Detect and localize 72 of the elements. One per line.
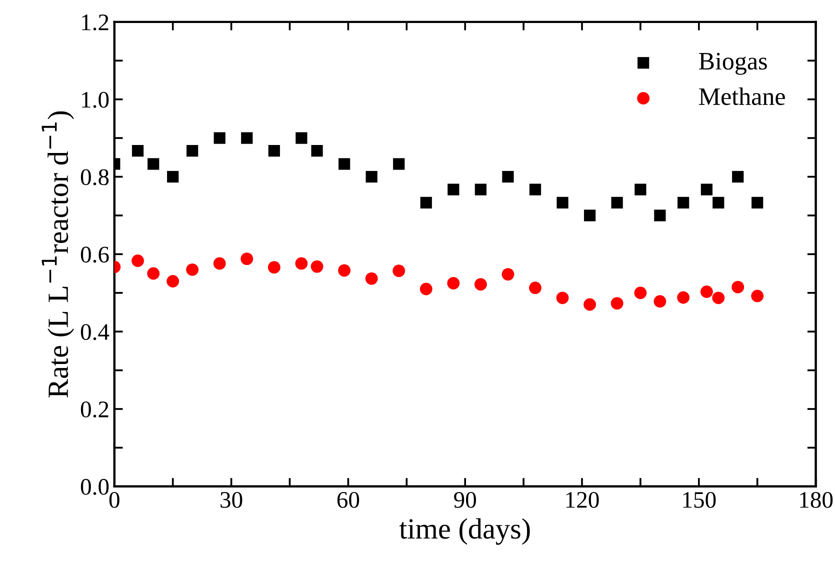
x-tick-label: 0	[109, 492, 120, 508]
point	[268, 261, 280, 274]
point	[700, 286, 713, 298]
point	[420, 282, 432, 296]
legend-label: Methane	[699, 87, 785, 106]
point	[732, 170, 744, 183]
point	[529, 282, 542, 294]
point	[700, 184, 712, 196]
x-tick-label: 60	[337, 492, 360, 508]
point	[677, 291, 690, 304]
point	[634, 184, 646, 196]
point	[420, 196, 432, 208]
point	[712, 292, 725, 304]
point	[678, 196, 690, 208]
point	[634, 286, 647, 300]
point	[186, 263, 199, 276]
point	[732, 280, 744, 294]
point	[296, 132, 308, 144]
point	[610, 297, 624, 310]
y-tick-label: 0.6	[80, 246, 109, 263]
point	[147, 267, 160, 280]
point	[311, 145, 323, 157]
point	[611, 196, 623, 208]
y-tick-label: 0.2	[80, 401, 108, 418]
point	[213, 257, 226, 270]
point	[132, 145, 144, 157]
point	[295, 257, 308, 270]
point	[186, 145, 198, 157]
point	[502, 170, 514, 183]
point	[132, 254, 144, 267]
point	[752, 196, 764, 208]
point	[654, 210, 666, 222]
point	[474, 278, 487, 291]
x-tick-label: 180	[800, 492, 833, 508]
point	[148, 158, 160, 170]
point	[529, 184, 542, 196]
point	[338, 264, 351, 277]
point	[447, 276, 460, 290]
y-tick-label: 0.8	[80, 169, 109, 186]
x-tick-label: 90	[454, 492, 476, 508]
point	[310, 260, 324, 273]
point	[214, 132, 226, 144]
point	[502, 268, 514, 281]
x-tick-label: 30	[220, 492, 242, 508]
y-tick-label: 1.0	[82, 92, 109, 108]
point	[556, 292, 569, 304]
point	[365, 272, 378, 285]
point	[366, 170, 378, 183]
y-tick-label: 1.2	[82, 14, 108, 30]
point	[240, 252, 254, 266]
point	[167, 170, 179, 183]
point	[268, 145, 280, 157]
x-axis-title: time (days)	[399, 518, 530, 545]
x-tick-label: 120	[566, 492, 599, 508]
point	[241, 132, 253, 144]
point	[556, 196, 568, 208]
point	[392, 264, 406, 278]
point	[448, 184, 460, 196]
point	[338, 158, 350, 170]
x-tick-label: 150	[683, 492, 716, 508]
text: 0.0	[80, 478, 109, 495]
point	[751, 290, 764, 302]
point	[393, 158, 405, 170]
legend-label: Biogas	[699, 52, 767, 75]
y-axis-title: Rate (L L$^{−1}$reactor d$^{−1}$)	[42, 111, 74, 398]
y-tick-label: 0.4	[80, 324, 110, 340]
point	[712, 196, 724, 208]
point	[584, 210, 596, 222]
point	[584, 298, 596, 311]
point	[474, 184, 486, 196]
point	[654, 295, 666, 308]
point	[166, 275, 180, 288]
